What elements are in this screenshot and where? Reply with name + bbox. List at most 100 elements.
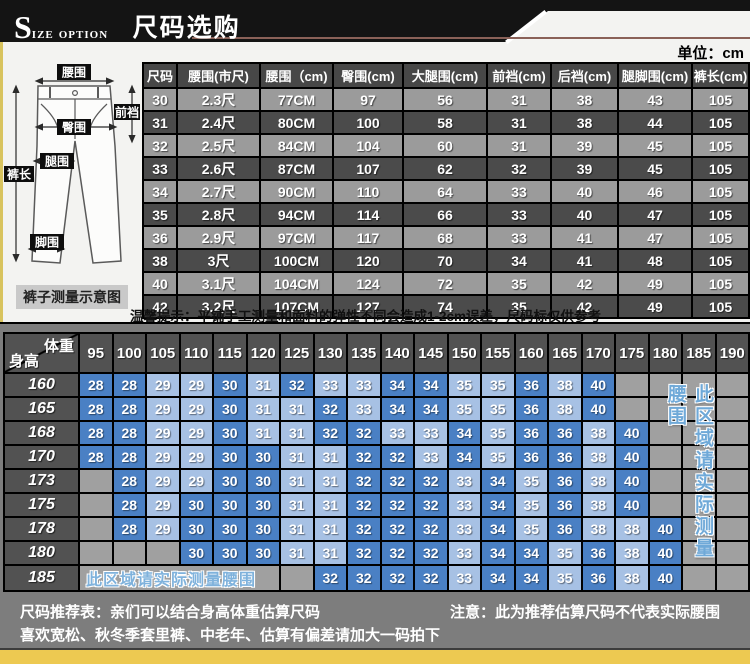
size-col-header: 前裆(cm) (486, 62, 552, 89)
rec-cell: 34 (446, 444, 482, 470)
rec-cell: 32 (413, 564, 449, 592)
size-col-header: 腰围(市尺) (176, 62, 261, 89)
size-col-header: 臀围(cm) (332, 62, 404, 89)
size-row: 36 2.9尺 97CM 117 68 33 41 47 105 (142, 225, 750, 250)
size-cell: 84CM (259, 133, 334, 158)
size-cell: 32 (486, 156, 552, 181)
rec-cell (714, 540, 750, 566)
brand-rest: ize option (31, 25, 109, 42)
recommend-row: 168 28 28 29 29 30 31 31 32 32 33 33 34 35 36 36 38 40 (3, 420, 750, 446)
weight-header: 140 (379, 332, 415, 374)
size-cell: 32 (142, 133, 178, 158)
size-cell: 34 (142, 179, 178, 204)
rec-cell: 38 (580, 420, 616, 446)
rec-cell: 32 (346, 468, 382, 494)
rec-cell: 31 (312, 468, 348, 494)
recommend-row: 175 28 29 30 30 30 31 31 32 32 32 33 34 35 36 38 40 (3, 492, 750, 518)
rec-cell: 29 (145, 396, 181, 422)
rec-cell: 33 (446, 564, 482, 592)
rec-cell: 34 (379, 396, 415, 422)
rec-cell (279, 564, 315, 592)
size-cell: 104CM (259, 271, 334, 296)
height-header: 168 (3, 420, 80, 446)
rec-cell (681, 492, 717, 518)
weight-header: 110 (178, 332, 214, 374)
rec-cell: 36 (547, 516, 583, 542)
rec-cell: 40 (614, 420, 650, 446)
size-cell: 70 (402, 248, 488, 273)
rec-cell (78, 516, 114, 542)
rec-cell: 30 (212, 492, 248, 518)
rec-cell: 29 (145, 516, 181, 542)
rec-cell: 35 (480, 444, 516, 470)
size-cell: 105 (691, 248, 750, 273)
height-header: 180 (3, 540, 80, 566)
rec-cell: 36 (513, 396, 549, 422)
rec-cell: 31 (312, 492, 348, 518)
weight-header: 125 (279, 332, 315, 374)
size-cell: 2.7尺 (176, 179, 261, 204)
size-cell: 31 (486, 87, 552, 112)
rec-cell: 30 (212, 540, 248, 566)
rec-cell: 29 (145, 420, 181, 446)
rec-cell: 35 (547, 540, 583, 566)
rec-cell: 31 (279, 516, 315, 542)
recommend-header-row: 体重 身高 95 100 105 110 115 120 125 130 135 140 145 150 1… (3, 332, 750, 374)
rec-cell: 30 (178, 492, 214, 518)
rec-cell: 33 (446, 540, 482, 566)
size-cell: 2.4尺 (176, 110, 261, 135)
size-cell: 42 (142, 294, 178, 319)
rec-cell: 32 (346, 492, 382, 518)
rec-cell: 32 (279, 372, 315, 398)
title-cn: 尺码选购 (132, 14, 241, 42)
label-waist: 腰围 (61, 65, 86, 80)
rec-cell: 32 (312, 420, 348, 446)
size-cell: 66 (402, 202, 488, 227)
size-cell: 40 (550, 179, 619, 204)
side-note-vertical: 此区域请实际测量腰围 (665, 384, 713, 560)
size-cell: 117 (332, 225, 404, 250)
rec-cell: 40 (580, 372, 616, 398)
size-cell: 56 (402, 87, 488, 112)
rec-cell: 32 (346, 540, 382, 566)
rec-cell: 29 (178, 420, 214, 446)
rec-cell: 30 (245, 444, 281, 470)
recommendation-section: 体重 身高 95 100 105 110 115 120 125 130 135 140 145 150 1… (0, 322, 750, 664)
rec-cell: 32 (379, 564, 415, 592)
size-cell: 49 (617, 294, 693, 319)
rec-cell: 34 (480, 492, 516, 518)
size-col-header: 尺码 (142, 62, 178, 89)
size-cell: 35 (486, 294, 552, 319)
size-cell: 64 (402, 179, 488, 204)
weight-header: 95 (78, 332, 114, 374)
rec-cell: 29 (145, 372, 181, 398)
size-cell: 105 (691, 133, 750, 158)
rec-cell: 34 (480, 540, 516, 566)
weight-header: 135 (346, 332, 382, 374)
zone-note-cell: 此区域请实际测量腰围 (78, 564, 281, 592)
rec-cell: 31 (312, 516, 348, 542)
rec-cell (714, 372, 750, 398)
footer-line2: 喜欢宽松、秋冬季套里裤、中老年、估算有偏差请加大一码拍下 (20, 627, 441, 644)
rec-cell: 32 (379, 516, 415, 542)
corner-height-label: 身高 (9, 353, 40, 370)
size-cell: 97CM (259, 225, 334, 250)
unit-label: 单位：cm (677, 45, 744, 62)
weight-header: 100 (111, 332, 147, 374)
size-row: 42 3.2尺 107CM 127 74 35 42 49 105 (142, 294, 750, 319)
rec-cell: 30 (245, 492, 281, 518)
recommend-table: 体重 身高 95 100 105 110 115 120 125 130 135 140 145 150 1… (3, 332, 750, 592)
size-cell: 105 (691, 294, 750, 319)
label-thigh: 腿围 (45, 154, 69, 169)
weight-header: 170 (580, 332, 616, 374)
size-cell: 43 (617, 87, 693, 112)
size-cell: 31 (142, 110, 178, 135)
size-cell: 41 (550, 225, 619, 250)
corner-weight-label: 体重 (43, 338, 74, 355)
size-cell: 33 (486, 225, 552, 250)
size-cell: 3尺 (176, 248, 261, 273)
weight-header: 185 (681, 332, 717, 374)
rec-cell: 28 (111, 492, 147, 518)
rec-cell: 33 (413, 444, 449, 470)
rec-cell: 30 (212, 396, 248, 422)
